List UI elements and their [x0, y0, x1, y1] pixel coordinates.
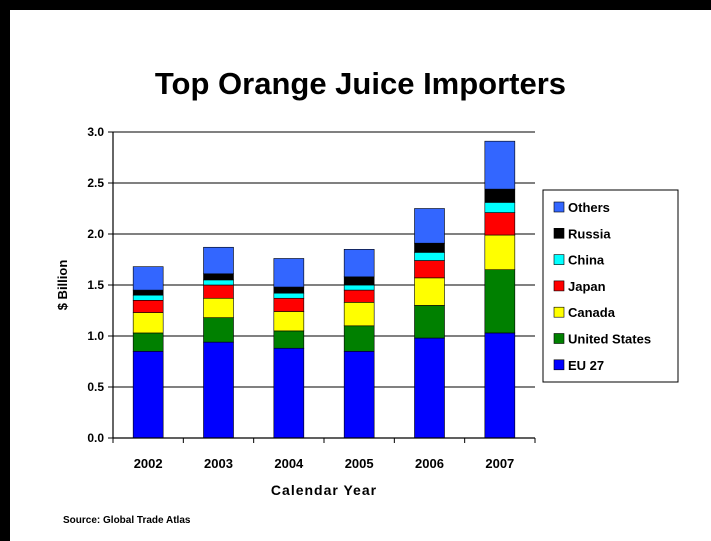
bar-segment	[343, 302, 375, 327]
bar-segment	[484, 188, 516, 203]
source-note: Source: Global Trade Atlas	[63, 515, 191, 526]
axis-layer: 0.0 0.5 1.0 1.5 2.0 2.5 3.0 2002 2003 2004 2005 200…	[55, 125, 536, 498]
bar-segment	[414, 305, 445, 339]
legend-box	[542, 189, 679, 383]
bar-segment	[343, 249, 375, 278]
legend-swatch	[553, 306, 565, 318]
bar-segment	[132, 299, 164, 313]
legend-swatch	[553, 201, 565, 213]
bar-segment	[273, 297, 305, 312]
legend-label: Canada	[568, 305, 616, 320]
x-axis-title: Calendar Year	[271, 482, 377, 498]
bar-segment	[273, 286, 305, 294]
y-tick-label: 2.0	[87, 227, 104, 241]
bar-segment	[484, 202, 516, 213]
bar-segment	[273, 292, 305, 299]
bar-segment	[414, 252, 445, 261]
bar-segment	[132, 350, 164, 439]
bar-segment	[132, 294, 164, 301]
bar-segment	[343, 284, 375, 291]
bar-segment	[203, 279, 234, 286]
bar-segment	[203, 341, 234, 439]
y-tick-label: 1.0	[87, 329, 104, 343]
y-tick-label: 0.5	[87, 380, 104, 394]
bar-segment	[484, 234, 516, 271]
bar-segment	[132, 312, 164, 334]
legend-label: Japan	[568, 279, 606, 294]
bar-segment	[484, 269, 516, 334]
legend-swatch	[553, 228, 565, 239]
legend-swatch	[553, 280, 565, 292]
x-tick-label: 2005	[345, 456, 374, 471]
bar-segment	[132, 289, 164, 296]
bar-segment	[414, 208, 445, 244]
x-tick-label: 2006	[415, 456, 444, 471]
bar-segment	[414, 260, 445, 279]
bar-segment	[203, 297, 234, 318]
bar-layer	[132, 140, 516, 439]
x-tick-label: 2003	[204, 456, 233, 471]
bar-segment	[484, 140, 516, 190]
legend: Others Russia China Japan Canada United State…	[542, 189, 679, 383]
bar-segment	[132, 332, 164, 352]
legend-label: EU 27	[568, 358, 604, 373]
y-tick-label: 2.5	[87, 176, 104, 190]
bar-segment	[484, 332, 516, 439]
bar-segment	[343, 289, 375, 303]
x-tick-label: 2002	[134, 456, 163, 471]
slide: Top Orange Juice Importers 0.0 0.5 1.0 1.5 2…	[10, 10, 711, 541]
y-tick-label: 3.0	[87, 125, 104, 139]
bar-segment	[203, 273, 234, 281]
legend-label: China	[568, 253, 605, 268]
bar-segment	[273, 330, 305, 349]
bar-segment	[343, 350, 375, 439]
stacked-bar-chart: 0.0 0.5 1.0 1.5 2.0 2.5 3.0 2002 2003 2004 2005 200…	[55, 125, 679, 498]
bar-segment	[203, 284, 234, 299]
bar-segment	[414, 242, 445, 253]
chart-title: Top Orange Juice Importers	[154, 66, 567, 101]
bar-segment	[273, 347, 305, 439]
grid-layer	[113, 131, 535, 388]
bar-segment	[484, 212, 516, 236]
legend-label: Others	[568, 200, 610, 215]
x-tick-label: 2004	[274, 456, 304, 471]
bar-segment	[414, 337, 445, 439]
y-tick-label: 1.5	[87, 278, 104, 292]
bar-segment	[343, 276, 375, 286]
bar-segment	[273, 311, 305, 332]
x-tick-label: 2007	[485, 456, 514, 471]
legend-label: Russia	[568, 226, 611, 241]
bar-segment	[273, 258, 305, 288]
legend-label: United States	[568, 332, 651, 347]
y-axis-title: $ Billion	[55, 260, 70, 311]
bar-segment	[343, 325, 375, 352]
bar-segment	[203, 317, 234, 343]
bar-segment	[203, 246, 234, 275]
legend-swatch	[553, 254, 565, 265]
bar-segment	[132, 266, 164, 291]
y-tick-label: 0.0	[87, 431, 104, 445]
bar-segment	[414, 277, 445, 306]
legend-swatch	[553, 359, 565, 371]
legend-swatch	[553, 333, 565, 344]
